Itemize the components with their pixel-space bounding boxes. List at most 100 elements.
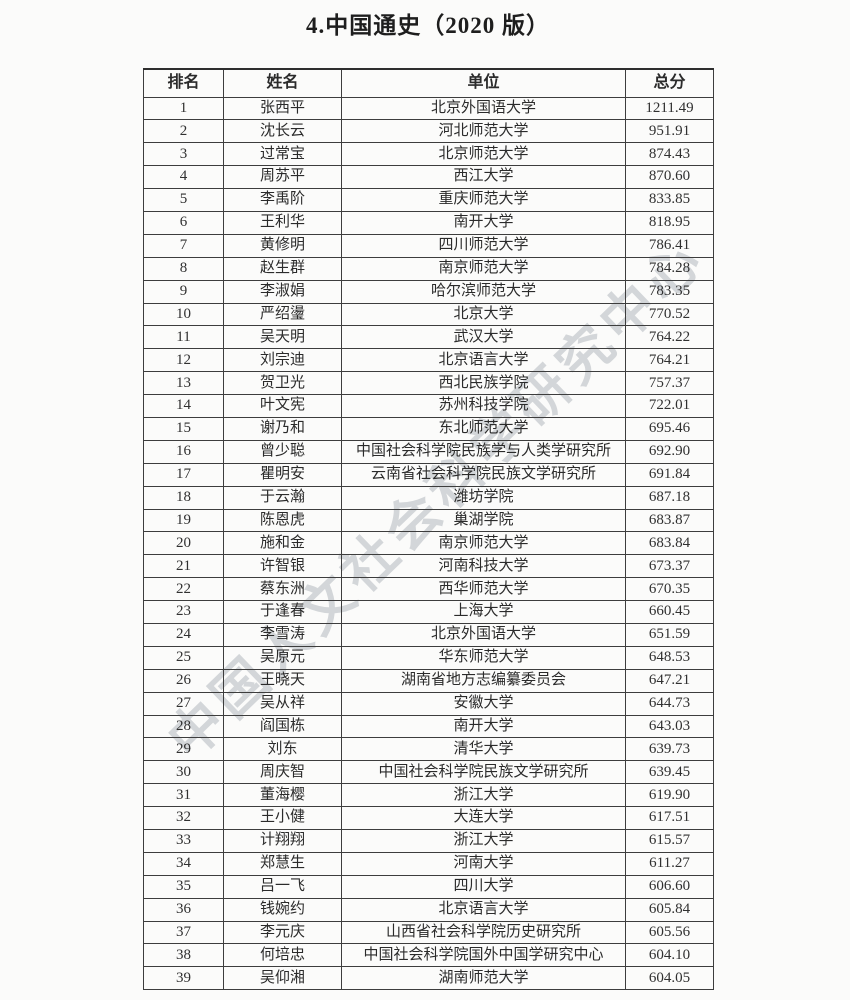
score-cell: 870.60 (625, 165, 714, 190)
table-row: 8 赵生群 南京师范大学 784.28 (143, 256, 714, 281)
rank-cell: 33 (143, 829, 224, 853)
score-cell: 648.53 (625, 645, 714, 670)
name-cell: 刘东 (223, 737, 342, 762)
score-cell: 683.87 (625, 508, 714, 533)
table-row: 18 于云瀚 潍坊学院 687.18 (143, 485, 714, 510)
name-cell: 蔡东洲 (223, 577, 342, 602)
institution-cell: 南开大学 (341, 210, 626, 235)
rank-cell: 11 (143, 325, 224, 350)
institution-cell: 安徽大学 (341, 691, 626, 716)
name-cell: 严绍璗 (223, 302, 342, 327)
rank-cell: 9 (143, 279, 224, 304)
table-row: 27 吴从祥 安徽大学 644.73 (143, 691, 714, 716)
name-cell: 刘宗迪 (223, 348, 342, 373)
col-header-rank: 排名 (143, 68, 224, 98)
score-cell: 639.73 (625, 737, 714, 762)
page-title: 4.中国通史（2020 版） (306, 13, 550, 38)
score-cell: 783.35 (625, 279, 714, 304)
institution-cell: 上海大学 (341, 600, 626, 624)
institution-cell: 东北师范大学 (341, 416, 626, 441)
institution-cell: 南开大学 (341, 714, 626, 739)
rank-cell: 25 (143, 645, 224, 670)
score-cell: 784.28 (625, 256, 714, 281)
table-row: 13 贺卫光 西北民族学院 757.37 (143, 371, 714, 396)
table-row: 22 蔡东洲 西华师范大学 670.35 (143, 577, 714, 602)
table-row: 11 吴天明 武汉大学 764.22 (143, 325, 714, 350)
score-cell: 611.27 (625, 851, 714, 876)
institution-cell: 湖南师范大学 (341, 966, 626, 991)
rank-cell: 36 (143, 897, 224, 922)
table-row: 33 计翔翔 浙江大学 615.57 (143, 829, 714, 853)
name-cell: 叶文宪 (223, 394, 342, 418)
table-row: 4 周苏平 西江大学 870.60 (143, 165, 714, 190)
name-cell: 陈恩虎 (223, 508, 342, 533)
table-row: 5 李禹阶 重庆师范大学 833.85 (143, 188, 714, 212)
rank-cell: 27 (143, 691, 224, 716)
score-cell: 764.21 (625, 348, 714, 373)
name-cell: 沈长云 (223, 119, 342, 144)
score-cell: 757.37 (625, 371, 714, 396)
rank-cell: 22 (143, 577, 224, 602)
score-cell: 786.41 (625, 233, 714, 258)
ranking-table: 排名 姓名 单位 总分 1 张西平 北京外国语大学 1211.49 2 沈长云 … (143, 68, 714, 991)
rank-cell: 6 (143, 210, 224, 235)
score-cell: 605.56 (625, 920, 714, 945)
name-cell: 吕一飞 (223, 874, 342, 899)
institution-cell: 西北民族学院 (341, 371, 626, 396)
rank-cell: 2 (143, 119, 224, 144)
table-row: 36 钱婉约 北京语言大学 605.84 (143, 897, 714, 922)
table-row: 38 何培忠 中国社会科学院国外中国学研究中心 604.10 (143, 943, 714, 968)
col-header-org: 单位 (341, 68, 626, 98)
score-cell: 606.60 (625, 874, 714, 899)
name-cell: 王利华 (223, 210, 342, 235)
score-cell: 617.51 (625, 806, 714, 830)
rank-cell: 23 (143, 600, 224, 624)
institution-cell: 大连大学 (341, 806, 626, 830)
rank-cell: 26 (143, 668, 224, 693)
rank-cell: 14 (143, 394, 224, 418)
table-row: 2 沈长云 河北师范大学 951.91 (143, 119, 714, 144)
rank-cell: 16 (143, 439, 224, 464)
score-cell: 833.85 (625, 188, 714, 212)
rank-cell: 17 (143, 462, 224, 487)
table-row: 9 李淑娟 哈尔滨师范大学 783.35 (143, 279, 714, 304)
name-cell: 阎国栋 (223, 714, 342, 739)
name-cell: 黄修明 (223, 233, 342, 258)
score-cell: 951.91 (625, 119, 714, 144)
rank-cell: 1 (143, 96, 224, 121)
institution-cell: 清华大学 (341, 737, 626, 762)
institution-cell: 武汉大学 (341, 325, 626, 350)
rank-cell: 7 (143, 233, 224, 258)
table-row: 34 郑慧生 河南大学 611.27 (143, 851, 714, 876)
institution-cell: 中国社会科学院民族学与人类学研究所 (341, 439, 626, 464)
score-cell: 692.90 (625, 439, 714, 464)
rank-cell: 12 (143, 348, 224, 373)
score-cell: 764.22 (625, 325, 714, 350)
table-row: 32 王小健 大连大学 617.51 (143, 806, 714, 830)
name-cell: 过常宝 (223, 142, 342, 167)
score-cell: 647.21 (625, 668, 714, 693)
name-cell: 谢乃和 (223, 416, 342, 441)
institution-cell: 苏州科技学院 (341, 394, 626, 418)
rank-cell: 4 (143, 165, 224, 190)
name-cell: 周苏平 (223, 165, 342, 190)
col-header-name: 姓名 (223, 68, 342, 98)
score-cell: 1211.49 (625, 96, 714, 121)
score-cell: 660.45 (625, 600, 714, 624)
name-cell: 周庆智 (223, 760, 342, 785)
name-cell: 于逢春 (223, 600, 342, 624)
name-cell: 吴仰湘 (223, 966, 342, 991)
name-cell: 贺卫光 (223, 371, 342, 396)
rank-cell: 32 (143, 806, 224, 830)
name-cell: 李禹阶 (223, 188, 342, 212)
table-row: 31 董海樱 浙江大学 619.90 (143, 783, 714, 808)
score-cell: 687.18 (625, 485, 714, 510)
score-cell: 604.05 (625, 966, 714, 991)
score-cell: 619.90 (625, 783, 714, 808)
table-row: 28 阎国栋 南开大学 643.03 (143, 714, 714, 739)
rank-cell: 13 (143, 371, 224, 396)
institution-cell: 浙江大学 (341, 829, 626, 853)
institution-cell: 四川师范大学 (341, 233, 626, 258)
score-cell: 604.10 (625, 943, 714, 968)
rank-cell: 28 (143, 714, 224, 739)
